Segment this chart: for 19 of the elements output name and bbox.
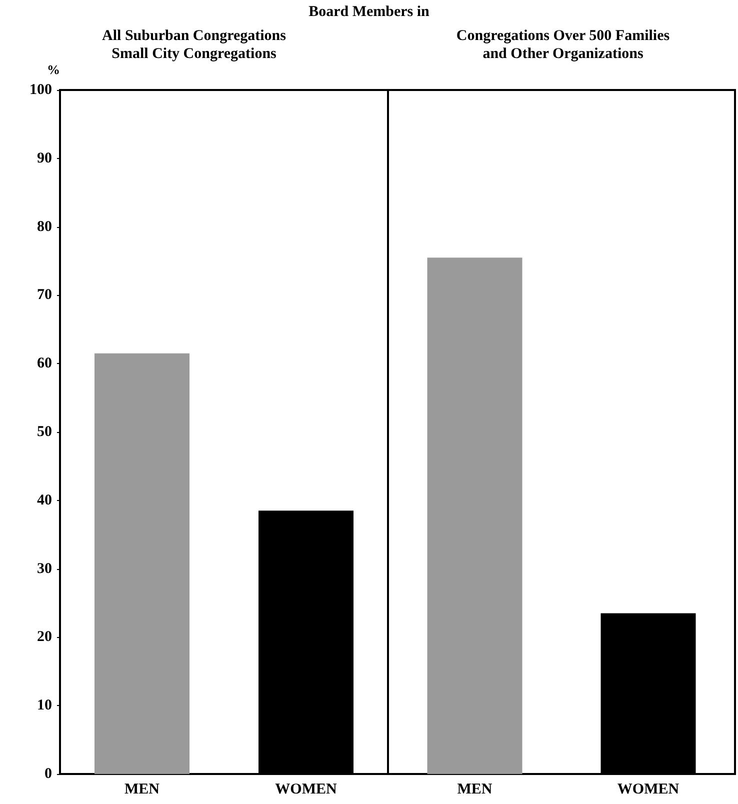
y-tick-label: 50 <box>37 424 52 440</box>
y-tick-label: 80 <box>37 218 52 235</box>
x-tick-label: MEN <box>124 782 160 798</box>
chart-title: Board Members in <box>308 4 430 21</box>
x-tick-label: WOMEN <box>275 782 337 798</box>
y-tick-label: 70 <box>37 287 52 304</box>
y-tick-label: 10 <box>37 698 52 714</box>
x-tick-label: MEN <box>457 782 492 798</box>
chart-subtitle: All Suburban Congregations Small City Congregations <box>102 28 286 62</box>
y-tick-label: 30 <box>37 560 52 577</box>
y-tick-label: 0 <box>44 766 52 782</box>
y-tick-label: 100 <box>30 82 52 98</box>
x-tick-label: WOMEN <box>617 782 680 798</box>
y-tick-label: 90 <box>37 150 52 166</box>
y-tick-label: 60 <box>37 356 52 372</box>
y-tick-label: 40 <box>37 492 52 508</box>
chart-subtitle: Congregations Over 500 Families and Other Organizations <box>456 28 670 62</box>
y-tick-label: 20 <box>37 629 52 646</box>
y-axis-title: % <box>47 62 60 77</box>
